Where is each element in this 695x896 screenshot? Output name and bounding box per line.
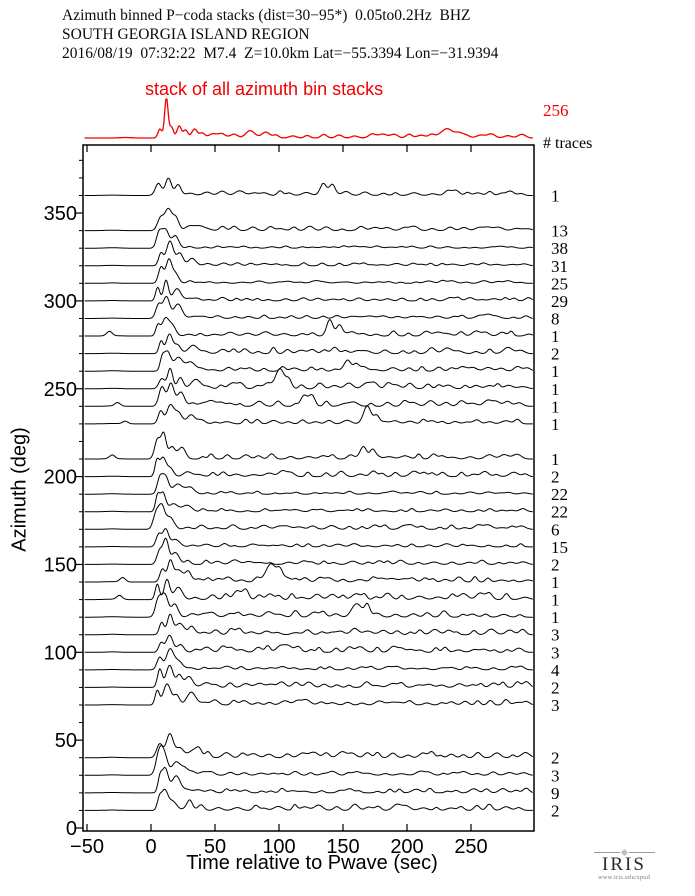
waveform-trace-az170 <box>84 503 533 530</box>
trace-count: 9 <box>551 784 560 803</box>
waveform-trace-az110 <box>84 613 533 636</box>
x-axis-label: Time relative to Pwave (sec) <box>186 852 438 874</box>
traces-column-header: # traces <box>543 135 593 152</box>
x-tick-label: −50 <box>70 836 104 858</box>
waveform-trace-az230 <box>84 404 533 425</box>
waveform-trace-az240 <box>84 382 533 407</box>
waveform-trace-az360 <box>84 177 533 196</box>
waveform-trace-az330 <box>84 227 533 249</box>
trace-count: 2 <box>551 678 560 697</box>
x-tick-label: 100 <box>262 836 295 858</box>
trace-count: 2 <box>551 345 560 364</box>
trace-count: 22 <box>551 503 568 522</box>
trace-count: 3 <box>551 766 560 785</box>
y-tick-label: 300 <box>44 291 77 313</box>
logo-ornament-icon <box>586 848 662 856</box>
waveform-trace-az320 <box>84 240 533 267</box>
y-tick-label: 200 <box>44 467 77 489</box>
trace-count: 1 <box>551 591 560 610</box>
trace-count: 6 <box>551 520 560 539</box>
trace-count: 3 <box>551 626 560 645</box>
waveform-trace-az40 <box>84 733 533 759</box>
waveform-trace-az280 <box>84 316 533 337</box>
y-tick-label: 0 <box>66 818 77 840</box>
y-tick-label: 150 <box>44 554 77 576</box>
waveform-trace-az150 <box>84 537 533 565</box>
iris-logo-text: IRIS <box>602 854 646 875</box>
stack-total-count: 256 <box>543 101 569 120</box>
trace-count: 25 <box>551 274 568 293</box>
x-tick-label: 250 <box>454 836 487 858</box>
trace-count: 3 <box>551 696 560 715</box>
stack-waveform <box>84 98 534 139</box>
waveform-trace-az210 <box>84 431 533 460</box>
trace-count: 1 <box>551 450 560 469</box>
waveform-trace-az160 <box>84 528 533 548</box>
x-tick-label: 50 <box>204 836 226 858</box>
trace-count: 8 <box>551 309 560 328</box>
trace-count: 38 <box>551 239 568 258</box>
title-line-3: 2016/08/19 07:32:22 M7.4 Z=10.0km Lat=−5… <box>62 45 499 62</box>
waveform-trace-az300 <box>84 279 533 302</box>
waveform-trace-az260 <box>84 350 533 372</box>
waveform-trace-az120 <box>84 592 533 618</box>
y-tick-label: 250 <box>44 379 77 401</box>
trace-count: 13 <box>551 222 568 241</box>
y-tick-label: 350 <box>44 203 77 225</box>
waveform-trace-az30 <box>84 745 533 776</box>
trace-count: 1 <box>551 397 560 416</box>
trace-count: 15 <box>551 538 568 557</box>
x-tick-label: 200 <box>390 836 423 858</box>
trace-count: 1 <box>551 327 560 346</box>
trace-count: 4 <box>551 661 560 680</box>
trace-count: 3 <box>551 643 560 662</box>
title-line-1: Azimuth binned P−coda stacks (dist=30−95… <box>62 7 471 24</box>
waveform-trace-az250 <box>84 367 533 390</box>
waveform-trace-az10 <box>84 788 533 811</box>
x-tick-label: 0 <box>145 836 156 858</box>
trace-count: 1 <box>551 415 560 434</box>
x-tick-label: 150 <box>326 836 359 858</box>
waveform-trace-az200 <box>84 456 533 478</box>
waveform-trace-az270 <box>84 333 533 355</box>
waveform-trace-az70 <box>84 683 533 706</box>
trace-count: 2 <box>551 468 560 487</box>
trace-count: 2 <box>551 749 560 768</box>
trace-count: 29 <box>551 292 568 311</box>
trace-count: 22 <box>551 485 568 504</box>
waveform-trace-az90 <box>84 648 533 671</box>
waveform-trace-az140 <box>84 559 533 583</box>
trace-count: 1 <box>551 573 560 592</box>
waveform-trace-az80 <box>84 664 533 688</box>
waveform-trace-az20 <box>84 766 533 794</box>
plot-frame <box>82 144 535 832</box>
trace-count: 1 <box>551 380 560 399</box>
stack-trace-label: stack of all azimuth bin stacks <box>145 79 384 99</box>
trace-count: 31 <box>551 257 568 276</box>
waveform-trace-az340 <box>84 207 533 232</box>
y-tick-label: 100 <box>44 642 77 664</box>
waveform-trace-az290 <box>84 296 533 319</box>
y-tick-label: 50 <box>55 730 77 752</box>
title-line-2: SOUTH GEORGIA ISLAND REGION <box>62 26 310 43</box>
trace-count: 1 <box>551 362 560 381</box>
trace-count: 1 <box>551 608 560 627</box>
waveform-trace-az180 <box>84 491 533 513</box>
trace-count: 1 <box>551 186 560 205</box>
y-axis-label: Azimuth (deg) <box>8 427 31 552</box>
waveform-trace-az100 <box>84 634 533 653</box>
waveform-trace-az310 <box>84 258 533 284</box>
iris-logo-caption: www.iris.edu/spud <box>597 874 651 881</box>
waveform-trace-az190 <box>84 473 533 495</box>
waveform-trace-az130 <box>84 578 533 601</box>
trace-count: 2 <box>551 801 560 820</box>
iris-logo: IRIS www.iris.edu/spud <box>586 848 662 881</box>
trace-count: 2 <box>551 555 560 574</box>
